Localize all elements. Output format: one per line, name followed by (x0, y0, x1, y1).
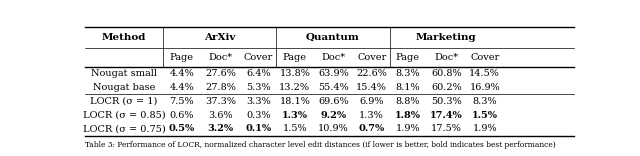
Text: 0.3%: 0.3% (246, 111, 271, 120)
Text: 6.4%: 6.4% (246, 69, 271, 78)
Text: 8.3%: 8.3% (472, 97, 497, 106)
Text: LOCR (σ = 0.85): LOCR (σ = 0.85) (83, 111, 166, 120)
Text: 55.4%: 55.4% (318, 83, 349, 92)
Text: 0.5%: 0.5% (168, 124, 195, 133)
Text: 1.9%: 1.9% (472, 124, 497, 133)
Text: 27.6%: 27.6% (205, 69, 236, 78)
Text: 60.8%: 60.8% (431, 69, 462, 78)
Text: LOCR (σ = 1): LOCR (σ = 1) (90, 97, 158, 106)
Text: 17.4%: 17.4% (430, 111, 463, 120)
Text: Marketing: Marketing (416, 33, 476, 42)
Text: Page: Page (396, 53, 420, 62)
Text: 8.3%: 8.3% (396, 69, 420, 78)
Text: 27.8%: 27.8% (205, 83, 236, 92)
Text: 18.1%: 18.1% (279, 97, 310, 106)
Text: Page: Page (170, 53, 194, 62)
Text: 15.4%: 15.4% (356, 83, 387, 92)
Text: 6.9%: 6.9% (360, 97, 384, 106)
Text: 1.5%: 1.5% (472, 111, 498, 120)
Text: 60.2%: 60.2% (431, 83, 462, 92)
Text: 8.1%: 8.1% (396, 83, 420, 92)
Text: 1.9%: 1.9% (396, 124, 420, 133)
Text: 10.9%: 10.9% (318, 124, 349, 133)
Text: Cover: Cover (470, 53, 499, 62)
Text: 1.3%: 1.3% (282, 111, 308, 120)
Text: 17.5%: 17.5% (431, 124, 462, 133)
Text: 7.5%: 7.5% (170, 97, 194, 106)
Text: Quantum: Quantum (306, 33, 360, 42)
Text: 37.3%: 37.3% (205, 97, 236, 106)
Text: Doc*: Doc* (435, 53, 459, 62)
Text: ArXiv: ArXiv (204, 33, 236, 42)
Text: Nougat small: Nougat small (91, 69, 157, 78)
Text: 9.2%: 9.2% (321, 111, 346, 120)
Text: 4.4%: 4.4% (170, 83, 194, 92)
Text: Page: Page (283, 53, 307, 62)
Text: Method: Method (102, 33, 147, 42)
Text: LOCR (σ = 0.75): LOCR (σ = 0.75) (83, 124, 166, 133)
Text: 4.4%: 4.4% (170, 69, 194, 78)
Text: 0.7%: 0.7% (358, 124, 385, 133)
Text: 3.6%: 3.6% (208, 111, 233, 120)
Text: Cover: Cover (244, 53, 273, 62)
Text: 1.5%: 1.5% (282, 124, 307, 133)
Text: Cover: Cover (357, 53, 387, 62)
Text: Doc*: Doc* (208, 53, 232, 62)
Text: 1.8%: 1.8% (395, 111, 421, 120)
Text: 3.3%: 3.3% (246, 97, 271, 106)
Text: 1.3%: 1.3% (359, 111, 384, 120)
Text: 50.3%: 50.3% (431, 97, 462, 106)
Text: 63.9%: 63.9% (318, 69, 349, 78)
Text: 13.2%: 13.2% (279, 83, 310, 92)
Text: 22.6%: 22.6% (356, 69, 387, 78)
Text: 0.1%: 0.1% (246, 124, 271, 133)
Text: 13.8%: 13.8% (279, 69, 310, 78)
Text: 69.6%: 69.6% (318, 97, 349, 106)
Text: 5.3%: 5.3% (246, 83, 271, 92)
Text: 8.8%: 8.8% (396, 97, 420, 106)
Text: Table 3: Performance of LOCR, normalized character level edit distances (if lowe: Table 3: Performance of LOCR, normalized… (85, 141, 556, 149)
Text: 14.5%: 14.5% (469, 69, 500, 78)
Text: 16.9%: 16.9% (469, 83, 500, 92)
Text: 0.6%: 0.6% (170, 111, 194, 120)
Text: Doc*: Doc* (321, 53, 346, 62)
Text: 3.2%: 3.2% (207, 124, 234, 133)
Text: Nougat base: Nougat base (93, 83, 156, 92)
